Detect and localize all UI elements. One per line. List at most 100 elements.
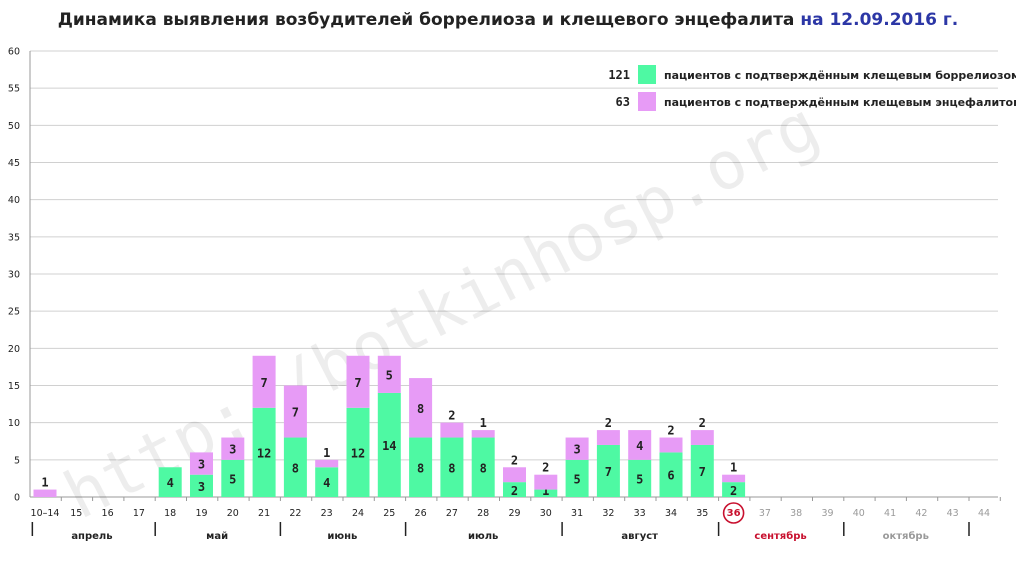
y-tick-label: 0 xyxy=(14,493,20,504)
x-tick-label: 35 xyxy=(696,508,708,519)
bar-borreliosis xyxy=(628,459,652,497)
bar-encephalitis xyxy=(690,430,714,445)
bar-label-encephalitis: 7 xyxy=(292,406,299,420)
bar-borreliosis xyxy=(190,474,213,497)
bar-label-borreliosis: 5 xyxy=(229,472,236,486)
x-tick-label: 33 xyxy=(634,508,646,519)
y-tick-label: 15 xyxy=(8,381,20,392)
bar-label-borreliosis: 4 xyxy=(323,476,330,490)
x-tick-label: 36 xyxy=(727,508,741,519)
bar-label-encephalitis: 2 xyxy=(542,461,549,475)
month-label: июль xyxy=(468,531,498,542)
x-tick-label: 23 xyxy=(321,508,333,519)
bar-borreliosis xyxy=(503,482,526,497)
bar-label-borreliosis: 8 xyxy=(480,461,487,475)
bar-borreliosis xyxy=(283,437,307,497)
x-tick-label: 29 xyxy=(508,508,520,519)
legend-swatch xyxy=(638,65,656,84)
legend-label: пациентов с подтверждённым клещевым энце… xyxy=(664,96,1016,109)
x-tick-label: 16 xyxy=(102,508,114,519)
bar-encephalitis xyxy=(346,355,370,408)
x-tick-label: 15 xyxy=(70,508,82,519)
x-tick-label: 18 xyxy=(164,508,176,519)
y-tick-label: 20 xyxy=(8,344,20,355)
x-tick-label: 31 xyxy=(571,508,583,519)
y-tick-label: 35 xyxy=(8,232,20,243)
bar-borreliosis xyxy=(471,437,495,497)
x-tick-label: 17 xyxy=(133,508,145,519)
bar-label-encephalitis: 2 xyxy=(511,453,518,467)
x-tick-label: 32 xyxy=(602,508,614,519)
month-label: август xyxy=(621,531,658,542)
bar-encephalitis xyxy=(659,437,683,453)
bar-borreliosis xyxy=(722,482,746,497)
y-tick-label: 30 xyxy=(8,270,20,281)
bar-borreliosis xyxy=(377,392,401,497)
month-label: май xyxy=(206,531,228,542)
x-tick-label: 26 xyxy=(415,508,427,519)
bar-borreliosis xyxy=(565,459,589,497)
bar-borreliosis xyxy=(440,437,464,497)
bar-borreliosis xyxy=(315,467,339,497)
bar-label-encephalitis: 2 xyxy=(605,416,612,430)
bar-encephalitis xyxy=(628,430,652,460)
bar-label-borreliosis: 12 xyxy=(257,446,271,460)
x-tick-label: 40 xyxy=(853,508,865,519)
x-tick-label: 27 xyxy=(446,508,458,519)
bar-label-encephalitis: 8 xyxy=(417,402,424,416)
x-tick-label: 34 xyxy=(665,508,677,519)
y-tick-label: 10 xyxy=(8,418,20,429)
bar-encephalitis xyxy=(377,355,401,393)
highlight-circle xyxy=(722,502,745,524)
bar-label-encephalitis: 2 xyxy=(699,416,706,430)
bar-encephalitis xyxy=(503,467,526,483)
bar-borreliosis xyxy=(596,444,620,497)
title-main: Динамика выявления возбудителей боррелио… xyxy=(57,10,795,30)
bar-label-borreliosis: 5 xyxy=(636,472,643,486)
bar-label-borreliosis: 7 xyxy=(699,465,706,479)
bar-label-borreliosis: 7 xyxy=(605,465,612,479)
bar-label-encephalitis: 1 xyxy=(480,416,487,430)
chart-title: Динамика выявления возбудителей боррелио… xyxy=(0,10,1016,30)
bar-borreliosis xyxy=(346,407,370,497)
bar-label-borreliosis: 8 xyxy=(448,461,455,475)
bar-encephalitis xyxy=(221,437,245,460)
bar-label-borreliosis: 5 xyxy=(573,472,580,486)
x-tick-label: 22 xyxy=(289,508,301,519)
bar-label-borreliosis: 14 xyxy=(382,439,396,453)
bar-label-borreliosis: 6 xyxy=(667,469,674,483)
month-label: июнь xyxy=(327,531,357,542)
bar-label-borreliosis: 4 xyxy=(167,476,174,490)
bar-encephalitis xyxy=(596,430,620,445)
y-tick-label: 55 xyxy=(8,84,20,95)
bar-borreliosis xyxy=(534,489,558,497)
bar-encephalitis xyxy=(33,489,57,497)
x-tick-label: 25 xyxy=(383,508,395,519)
x-tick-label: 43 xyxy=(947,508,959,519)
bar-borreliosis xyxy=(221,459,245,497)
bar-encephalitis xyxy=(471,430,495,438)
bar-label-encephalitis: 2 xyxy=(448,409,455,423)
month-label: сентябрь xyxy=(754,530,806,542)
bar-label-borreliosis: 1 xyxy=(542,484,549,498)
bar-encephalitis xyxy=(252,355,276,408)
bar-label-encephalitis: 5 xyxy=(386,368,393,382)
bar-label-encephalitis: 1 xyxy=(323,446,330,460)
bar-encephalitis xyxy=(409,378,433,438)
bar-label-borreliosis: 8 xyxy=(417,461,424,475)
x-tick-label: 20 xyxy=(227,508,239,519)
bar-label-encephalitis: 1 xyxy=(41,476,48,490)
legend-count: 121 xyxy=(608,68,630,82)
x-tick-label: 44 xyxy=(978,508,990,519)
bar-borreliosis xyxy=(409,437,433,497)
y-tick-label: 25 xyxy=(8,307,20,318)
bar-borreliosis xyxy=(252,407,276,497)
x-tick-label: 21 xyxy=(258,508,270,519)
bar-encephalitis xyxy=(565,437,589,460)
bar-label-borreliosis: 8 xyxy=(292,461,299,475)
legend-count: 63 xyxy=(616,95,630,109)
bar-label-encephalitis: 4 xyxy=(636,439,643,453)
bar-borreliosis xyxy=(158,467,182,497)
y-tick-label: 45 xyxy=(8,158,20,169)
